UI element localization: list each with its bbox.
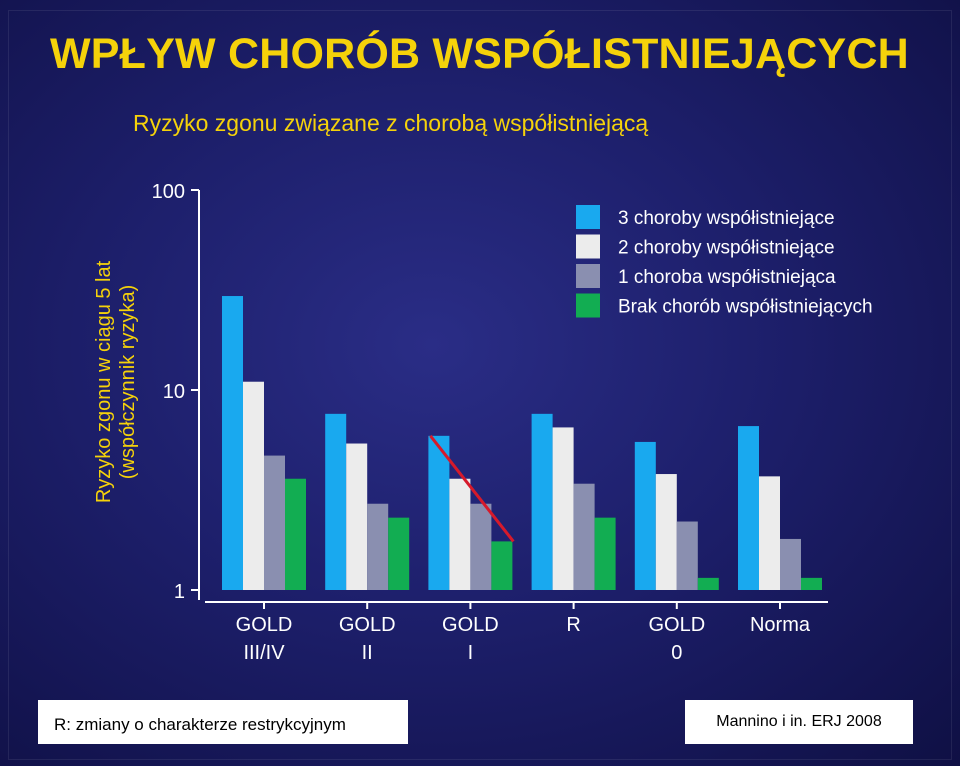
chart-subtitle: Ryzyko zgonu związane z chorobą współist… xyxy=(133,110,649,136)
x-tick-label: R xyxy=(566,614,580,636)
bar xyxy=(285,478,306,590)
bar xyxy=(264,455,285,590)
y-tick-label: 100 xyxy=(152,181,185,203)
x-tick-label: GOLD xyxy=(442,614,499,636)
x-tick-label: GOLD xyxy=(236,614,293,636)
x-tick-label: 0 xyxy=(671,642,682,664)
bar xyxy=(780,538,801,590)
bar xyxy=(738,426,759,590)
bar xyxy=(367,503,389,590)
slide-frame xyxy=(8,10,952,760)
legend-swatch xyxy=(576,205,600,229)
legend-swatch xyxy=(576,264,600,288)
trend-line xyxy=(429,434,515,543)
legend-label: 2 choroby współistniejące xyxy=(618,238,835,259)
bar xyxy=(573,483,595,590)
bar xyxy=(552,427,574,590)
bar xyxy=(634,441,656,590)
legend-label: 1 choroba współistniejąca xyxy=(618,267,836,288)
bar xyxy=(491,541,513,590)
citation: Mannino i in. ERJ 2008 xyxy=(685,700,913,744)
x-tick-label: I xyxy=(468,642,474,664)
x-tick-label: Norma xyxy=(750,614,811,636)
bar xyxy=(470,503,492,590)
x-tick-label: GOLD xyxy=(339,614,396,636)
bar xyxy=(325,413,347,590)
legend-swatch xyxy=(576,293,600,318)
bar xyxy=(655,474,677,590)
bar xyxy=(594,517,616,590)
legend-swatch xyxy=(576,234,600,259)
bar xyxy=(676,521,698,590)
bar xyxy=(697,577,719,590)
footnote: R: zmiany o charakterze restrykcyjnym xyxy=(38,700,408,744)
y-tick-label: 10 xyxy=(163,381,185,403)
page-title: WPŁYW CHORÓB WSPÓŁISTNIEJĄCYCH xyxy=(50,30,909,78)
bar xyxy=(801,577,822,590)
x-tick-label: GOLD xyxy=(648,614,705,636)
legend-label: 3 choroby współistniejące xyxy=(618,208,835,229)
bar xyxy=(759,476,780,590)
bar xyxy=(449,478,471,590)
bar xyxy=(428,435,450,590)
bar xyxy=(388,517,410,590)
bar xyxy=(243,381,264,590)
x-tick-label: II xyxy=(362,642,373,664)
bar xyxy=(222,296,243,590)
x-tick-label: III/IV xyxy=(243,642,285,664)
legend-label: Brak chorób współistniejących xyxy=(618,297,873,318)
y-tick-label: 1 xyxy=(174,581,185,603)
bar xyxy=(531,413,553,590)
bar xyxy=(346,443,368,590)
